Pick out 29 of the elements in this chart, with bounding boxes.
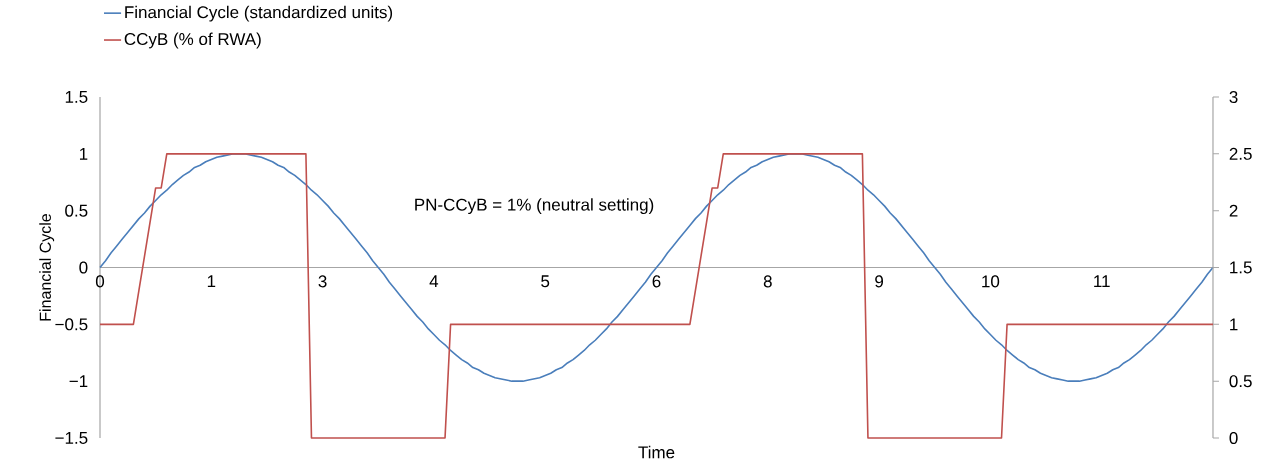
x-tick-label: 10	[982, 275, 1000, 288]
x-tick-label: 0	[95, 275, 105, 288]
y-tick-label: 0	[79, 261, 88, 274]
x-tick-label: 9	[875, 275, 884, 288]
annotation: PN-CCyB = 1% (neutral setting)	[415, 198, 654, 215]
y-tick-label: −0.5	[55, 318, 88, 331]
x-tick-label: 3	[318, 275, 327, 288]
y-tick-label: −1	[69, 375, 88, 388]
y2-tick-label: 1.5	[1230, 261, 1252, 274]
x-tick-label: 1	[207, 275, 216, 288]
y-tick-label: 1	[79, 147, 88, 160]
y2-tick-label: 0	[1229, 431, 1238, 445]
y-axis-title: Financial Cycle	[39, 214, 55, 321]
y2-tick-label: 1	[1230, 318, 1238, 331]
legend-label: CCyB (% of RWA)	[124, 32, 261, 49]
legend-label: Financial Cycle (standardized units)	[125, 5, 393, 22]
x-tick-label: 11	[1094, 275, 1110, 288]
y-tick-label: 0.5	[65, 204, 88, 217]
x-tick-label: 5	[541, 275, 550, 288]
y2-tick-label: 2	[1229, 204, 1238, 217]
x-tick-label: 8	[763, 275, 772, 288]
x-axis-title: Time	[638, 445, 675, 459]
x-tick-label: 6	[652, 275, 661, 288]
y-tick-label: −1.5	[55, 432, 88, 444]
y-tick-label: 1.5	[65, 91, 88, 103]
x-tick-label: 4	[429, 275, 439, 288]
y2-tick-label: 0.5	[1229, 375, 1252, 388]
y2-tick-label: 3	[1229, 90, 1238, 104]
y2-tick-label: 2.5	[1229, 147, 1252, 160]
